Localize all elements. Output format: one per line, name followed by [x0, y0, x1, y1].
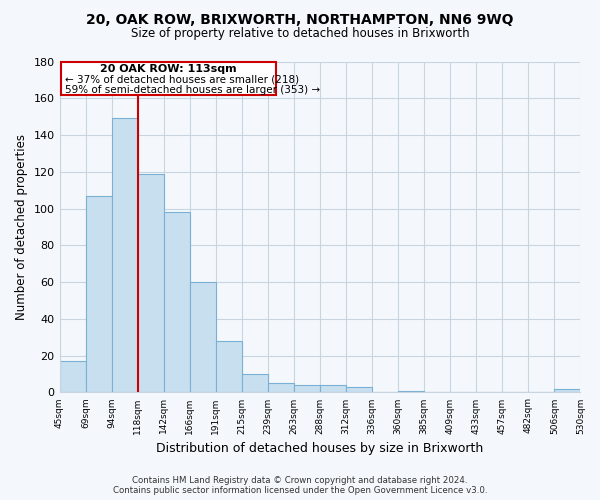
FancyBboxPatch shape: [61, 62, 276, 94]
Text: 20, OAK ROW, BRIXWORTH, NORTHAMPTON, NN6 9WQ: 20, OAK ROW, BRIXWORTH, NORTHAMPTON, NN6…: [86, 12, 514, 26]
Bar: [294, 385, 320, 392]
Bar: [242, 374, 268, 392]
Bar: [398, 390, 424, 392]
Text: ← 37% of detached houses are smaller (218): ← 37% of detached houses are smaller (21…: [65, 74, 299, 85]
Bar: [554, 389, 581, 392]
Bar: [137, 174, 164, 392]
Bar: [268, 383, 294, 392]
Text: Contains HM Land Registry data © Crown copyright and database right 2024.
Contai: Contains HM Land Registry data © Crown c…: [113, 476, 487, 495]
Bar: [164, 212, 190, 392]
Bar: [59, 361, 86, 392]
Bar: [320, 385, 346, 392]
Bar: [86, 196, 112, 392]
Text: 59% of semi-detached houses are larger (353) →: 59% of semi-detached houses are larger (…: [65, 86, 320, 96]
X-axis label: Distribution of detached houses by size in Brixworth: Distribution of detached houses by size …: [157, 442, 484, 455]
Bar: [216, 341, 242, 392]
Bar: [346, 387, 372, 392]
Bar: [112, 118, 137, 392]
Text: 20 OAK ROW: 113sqm: 20 OAK ROW: 113sqm: [100, 64, 236, 74]
Y-axis label: Number of detached properties: Number of detached properties: [15, 134, 28, 320]
Text: Size of property relative to detached houses in Brixworth: Size of property relative to detached ho…: [131, 28, 469, 40]
Bar: [190, 282, 216, 393]
